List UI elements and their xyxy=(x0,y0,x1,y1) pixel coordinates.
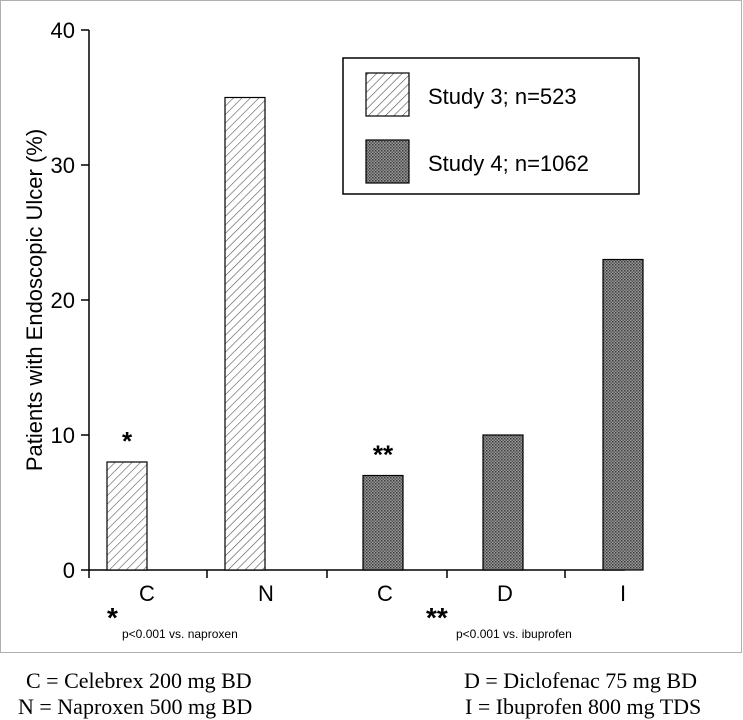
note-text-2: p<0.001 vs. ibuprofen xyxy=(456,627,572,641)
x-tick-label: I xyxy=(620,581,626,606)
bar-annotations: * ** xyxy=(122,426,394,470)
bar xyxy=(362,474,404,571)
x-tick-label: D xyxy=(497,581,513,606)
bar xyxy=(224,96,266,571)
legend-label-study3: Study 3; n=523 xyxy=(428,84,577,109)
bar xyxy=(482,434,524,571)
y-tick-label: 0 xyxy=(63,558,75,583)
legend-swatch-study3 xyxy=(365,72,410,117)
footnote-celebrex: C = Celebrex 200 mg BD xyxy=(26,668,252,693)
bar xyxy=(106,461,148,571)
y-axis-label: Patients with Endoscopic Ulcer (%) xyxy=(22,129,47,471)
y-tick-label: 30 xyxy=(51,153,75,178)
footnote-diclofenac: D = Diclofenac 75 mg BD xyxy=(464,668,697,693)
y-tick-label: 40 xyxy=(51,18,75,43)
x-tick-label: N xyxy=(258,581,274,606)
bar-annotation: * xyxy=(122,426,133,456)
legend-label-study4: Study 4; n=1062 xyxy=(428,151,589,176)
axes: 0 10 20 30 40 C N C D I xyxy=(51,18,627,606)
bars xyxy=(106,96,644,571)
bar xyxy=(602,258,644,571)
x-tick-label: C xyxy=(377,581,393,606)
note-text-1: p<0.001 vs. naproxen xyxy=(122,627,238,641)
x-tick-label: C xyxy=(139,581,155,606)
y-tick-label: 10 xyxy=(51,423,75,448)
significance-notes: * p<0.001 vs. naproxen ** p<0.001 vs. ib… xyxy=(107,602,572,641)
legend-swatch-study4 xyxy=(365,139,410,184)
bar-annotation: ** xyxy=(373,440,394,470)
note-marker-1: * xyxy=(107,602,118,633)
footnote-naproxen: N = Naproxen 500 mg BD xyxy=(18,694,253,719)
footnote-ibuprofen: I = Ibuprofen 800 mg TDS xyxy=(465,694,702,719)
y-tick-label: 20 xyxy=(51,288,75,313)
note-marker-2: ** xyxy=(426,602,448,633)
legend: Study 3; n=523 Study 4; n=1062 xyxy=(342,57,640,195)
